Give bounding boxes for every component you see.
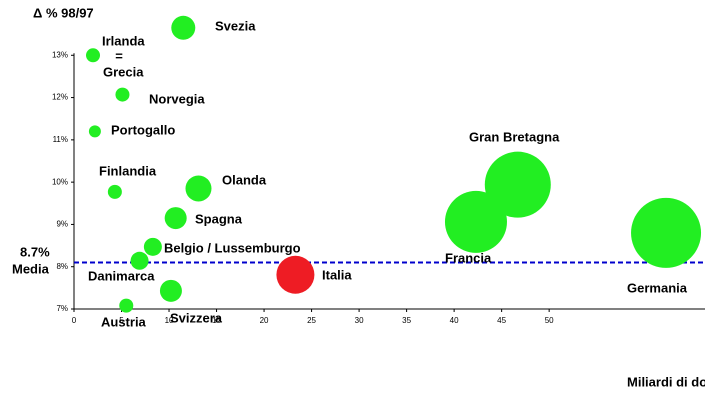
annotation: Grecia [103, 64, 144, 79]
annotation: = [115, 48, 123, 63]
bubble-label: Irlanda [102, 33, 145, 48]
y-tick-label: 13% [52, 50, 68, 59]
bubble [107, 184, 122, 199]
x-tick-label: 10 [165, 316, 174, 325]
annotation: Media [12, 261, 50, 276]
bubble [115, 87, 130, 102]
x-tick-label: 30 [355, 316, 364, 325]
bubble-label: Italia [322, 267, 352, 282]
x-tick-label: 5 [119, 316, 124, 325]
bubble-label: Danimarca [88, 268, 155, 283]
annotation: 8.7% [20, 244, 50, 259]
bubble-label: Olanda [222, 172, 267, 187]
bubble-label: Francia [445, 250, 492, 265]
y-tick-label: 12% [52, 93, 68, 102]
x-tick-label: 40 [450, 316, 459, 325]
bubble-label: Germania [627, 280, 688, 295]
bubble-label: Finlandia [99, 163, 157, 178]
bubble [164, 207, 187, 230]
bubble [171, 15, 196, 40]
x-tick-label: 20 [260, 316, 269, 325]
bubble-label: Svezia [215, 18, 256, 33]
y-tick-label: 8% [56, 262, 68, 271]
bubble-label: Svizzera [170, 310, 223, 325]
bubble [143, 237, 162, 256]
bubble [444, 190, 507, 253]
x-tick-label: 50 [545, 316, 554, 325]
x-tick-label: 45 [497, 316, 506, 325]
y-tick-label: 11% [53, 135, 68, 144]
x-tick-label: 25 [307, 316, 316, 325]
x-axis-label: Miliardi di do [627, 374, 705, 389]
bubble [185, 175, 212, 202]
bubble [130, 251, 149, 270]
y-tick-label: 7% [56, 304, 68, 313]
x-tick-label: 35 [402, 316, 411, 325]
bubble-label: Austria [101, 314, 147, 329]
bubble [159, 279, 182, 302]
x-tick-label: 0 [72, 316, 77, 325]
bubble-label: Norvegia [149, 91, 205, 106]
bubble-label: Gran Bretagna [469, 129, 560, 144]
x-tick-label: 15 [212, 316, 221, 325]
bubble-label: Spagna [195, 211, 243, 226]
bubble [88, 125, 101, 138]
bubble-label: Belgio / Lussemburgo [164, 240, 301, 255]
bubble [276, 255, 315, 294]
y-tick-label: 9% [56, 220, 68, 229]
chart-title: Δ % 98/97 [33, 5, 94, 20]
bubble [484, 151, 551, 218]
bubble [119, 298, 134, 313]
y-tick-label: 10% [52, 177, 68, 186]
bubble-label: Portogallo [111, 122, 175, 137]
bubble [631, 197, 702, 268]
bubble [86, 48, 101, 63]
